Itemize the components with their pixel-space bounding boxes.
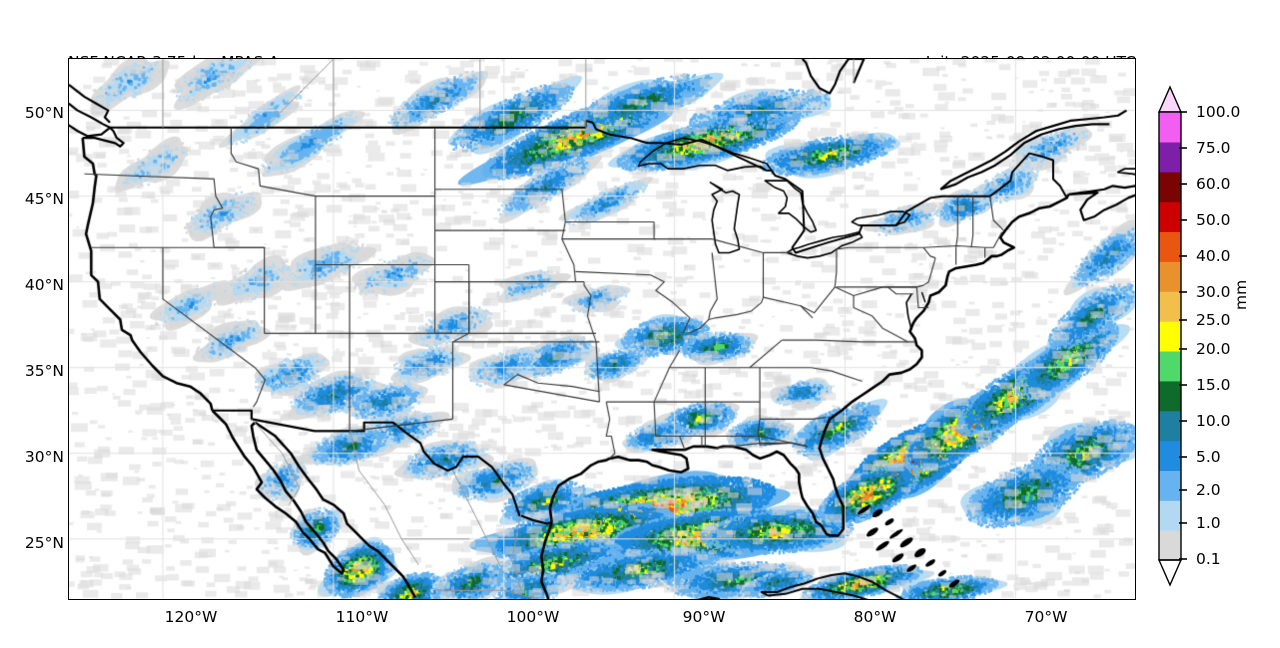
lat-tick-label: 30°N bbox=[24, 448, 64, 466]
colorbar-tick-label: 15.0 bbox=[1196, 376, 1231, 394]
colorbar-tick-label: 60.0 bbox=[1196, 175, 1231, 193]
colorbar-under-arrow bbox=[1157, 559, 1183, 587]
colorbar-tick-label: 100.0 bbox=[1196, 103, 1241, 121]
lon-tick-label: 80°W bbox=[853, 608, 897, 626]
colorbar-tick-label: 0.1 bbox=[1196, 550, 1221, 568]
colorbar-tick-label: 10.0 bbox=[1196, 412, 1231, 430]
colorbar-band bbox=[1159, 261, 1181, 292]
lon-tick-label: 100°W bbox=[506, 608, 560, 626]
lon-tick-label: 110°W bbox=[335, 608, 389, 626]
lon-tick-label: 70°W bbox=[1024, 608, 1068, 626]
colorbar-band bbox=[1159, 231, 1181, 262]
colorbar-band bbox=[1159, 530, 1181, 561]
precipitation-field-canvas bbox=[69, 59, 1135, 599]
colorbar-band bbox=[1159, 380, 1181, 412]
lon-tick-label: 120°W bbox=[164, 608, 218, 626]
colorbar-tick-label: 25.0 bbox=[1196, 311, 1231, 329]
colorbar-band bbox=[1159, 112, 1181, 143]
colorbar-tick-label: 75.0 bbox=[1196, 139, 1231, 157]
lat-tick-label: 25°N bbox=[24, 534, 64, 552]
colorbar-band bbox=[1159, 410, 1181, 442]
colorbar-outline bbox=[1158, 111, 1182, 561]
colorbar-tick-label: 1.0 bbox=[1196, 514, 1221, 532]
colorbar-tick-label: 5.0 bbox=[1196, 448, 1221, 466]
colorbar-band bbox=[1159, 291, 1181, 322]
colorbar-band bbox=[1159, 500, 1181, 531]
lat-tick-label: 50°N bbox=[24, 104, 64, 122]
lat-tick-label: 35°N bbox=[24, 362, 64, 380]
colorbar-gradient bbox=[1157, 85, 1187, 587]
lon-tick-label: 90°W bbox=[682, 608, 726, 626]
colorbar-band bbox=[1159, 171, 1181, 203]
colorbar-tick-label: 40.0 bbox=[1196, 247, 1231, 265]
lat-tick-label: 45°N bbox=[24, 190, 64, 208]
colorbar-over-arrow bbox=[1157, 85, 1183, 113]
precipitation-map-plot bbox=[68, 58, 1136, 600]
colorbar-band bbox=[1159, 350, 1181, 382]
colorbar-band bbox=[1159, 440, 1181, 471]
colorbar-band bbox=[1159, 201, 1181, 233]
colorbar-band bbox=[1159, 321, 1181, 352]
colorbar bbox=[1157, 85, 1187, 587]
colorbar-tick-label: 50.0 bbox=[1196, 211, 1231, 229]
colorbar-tick-label: 30.0 bbox=[1196, 283, 1231, 301]
colorbar-tick-label: 20.0 bbox=[1196, 340, 1231, 358]
colorbar-band bbox=[1159, 470, 1181, 501]
lat-tick-label: 40°N bbox=[24, 276, 64, 294]
colorbar-units-label: mm bbox=[1232, 279, 1250, 310]
colorbar-tick-label: 2.0 bbox=[1196, 481, 1221, 499]
colorbar-band bbox=[1159, 141, 1181, 173]
